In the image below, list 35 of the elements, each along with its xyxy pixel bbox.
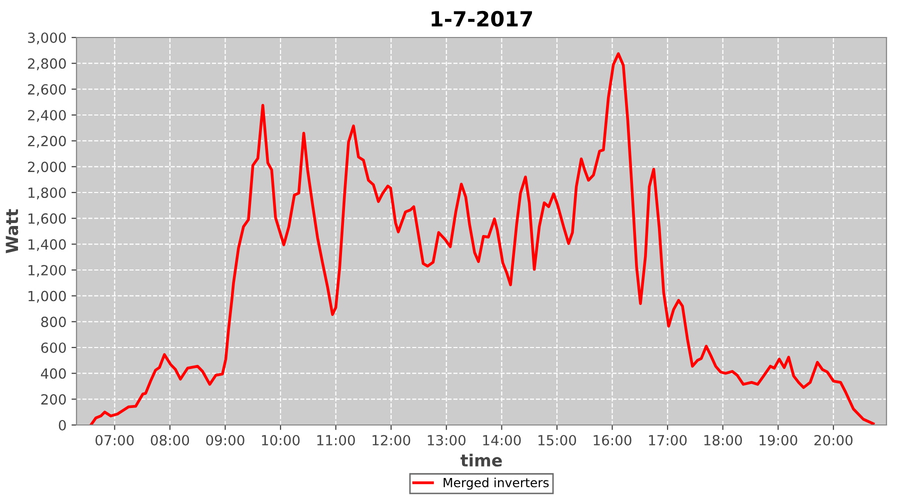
y-tick-label: 1,800 [28,187,66,200]
x-tick-label: 12:00 [372,434,410,446]
x-tick-label: 13:00 [428,434,466,446]
x-tick-label: 07:00 [96,434,134,446]
y-tick-label: 2,000 [28,162,66,174]
y-tick-label: 800 [41,316,66,328]
x-tick-label: 19:00 [760,434,798,446]
y-tick-label: 2,800 [28,58,66,70]
y-tick-label: 2,200 [28,136,66,148]
y-tick-label: 200 [41,394,66,405]
y-axis-title: Watt [6,209,18,254]
x-tick-label: 14:00 [483,434,521,446]
y-tick-label: 1,600 [28,213,66,226]
y-tick-label: 600 [41,342,66,353]
x-tick-label: 17:00 [649,434,687,446]
y-tick-label: 2,400 [28,110,66,122]
y-tick-label: 1,400 [28,239,66,252]
y-tick-label: 400 [40,368,66,379]
y-tick-label: 3,000 [28,32,66,44]
chart-title: 1-7-2017 [432,10,532,27]
x-tick-label: 20:00 [814,434,853,446]
x-tick-label: 08:00 [150,434,190,446]
y-tick-label: 0 [58,420,66,430]
x-tick-label: 15:00 [538,434,576,446]
y-tick-label: 1,200 [28,264,66,277]
y-tick-label: 2,600 [28,84,66,96]
legend-label: Merged inverters [444,478,549,490]
x-tick-label: 16:00 [594,434,632,446]
x-tick-label: 09:00 [206,434,244,446]
x-axis-title: time [460,454,502,467]
x-tick-label: 18:00 [704,434,742,446]
line-series [89,52,875,425]
x-tick-label: 10:00 [262,434,300,446]
x-tick-label: 11:00 [317,434,355,446]
y-tick-label: 1,000 [28,290,66,303]
